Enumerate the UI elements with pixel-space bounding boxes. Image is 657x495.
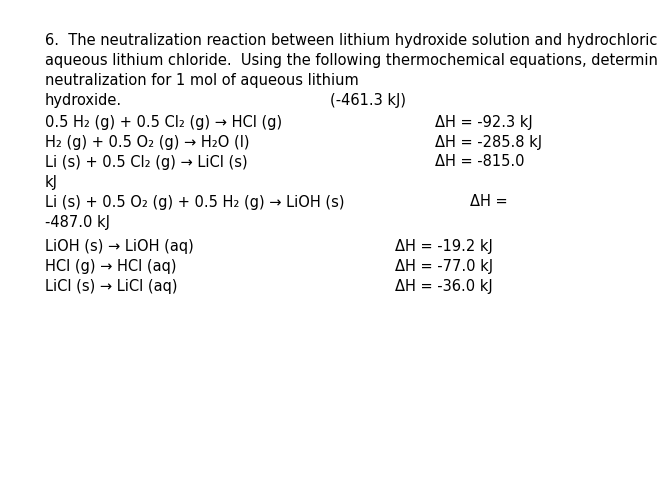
Text: ΔH = -815.0: ΔH = -815.0 [435, 154, 524, 169]
Text: ΔH =: ΔH = [470, 195, 508, 209]
Text: ΔH = -285.8 kJ: ΔH = -285.8 kJ [435, 135, 542, 149]
Text: (-461.3 kJ): (-461.3 kJ) [330, 93, 406, 107]
Text: LiOH (s) → LiOH (aq): LiOH (s) → LiOH (aq) [45, 240, 194, 254]
Text: H₂ (g) + 0.5 O₂ (g) → H₂O (l): H₂ (g) + 0.5 O₂ (g) → H₂O (l) [45, 135, 250, 149]
Text: -487.0 kJ: -487.0 kJ [45, 214, 110, 230]
Text: neutralization for 1 mol of aqueous lithium: neutralization for 1 mol of aqueous lith… [45, 72, 359, 88]
Text: 6.  The neutralization reaction between lithium hydroxide solution and hydrochlo: 6. The neutralization reaction between l… [45, 33, 657, 48]
Text: kJ: kJ [45, 175, 58, 190]
Text: 0.5 H₂ (g) + 0.5 Cl₂ (g) → HCl (g): 0.5 H₂ (g) + 0.5 Cl₂ (g) → HCl (g) [45, 114, 282, 130]
Text: ΔH = -92.3 kJ: ΔH = -92.3 kJ [435, 114, 533, 130]
Text: hydroxide.: hydroxide. [45, 93, 122, 107]
Text: ΔH = -36.0 kJ: ΔH = -36.0 kJ [395, 280, 493, 295]
Text: LiCl (s) → LiCl (aq): LiCl (s) → LiCl (aq) [45, 280, 177, 295]
Text: ΔH = -77.0 kJ: ΔH = -77.0 kJ [395, 259, 493, 275]
Text: Li (s) + 0.5 Cl₂ (g) → LiCl (s): Li (s) + 0.5 Cl₂ (g) → LiCl (s) [45, 154, 248, 169]
Text: Li (s) + 0.5 O₂ (g) + 0.5 H₂ (g) → LiOH (s): Li (s) + 0.5 O₂ (g) + 0.5 H₂ (g) → LiOH … [45, 195, 344, 209]
Text: ΔH = -19.2 kJ: ΔH = -19.2 kJ [395, 240, 493, 254]
Text: HCl (g) → HCl (aq): HCl (g) → HCl (aq) [45, 259, 177, 275]
Text: aqueous lithium chloride.  Using the following thermochemical equations, determi: aqueous lithium chloride. Using the foll… [45, 52, 657, 67]
